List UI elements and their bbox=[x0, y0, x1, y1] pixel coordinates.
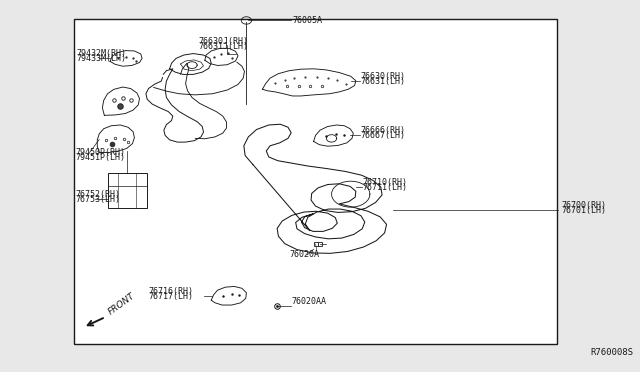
Text: 76700(RH): 76700(RH) bbox=[562, 201, 607, 209]
Text: 76752(RH): 76752(RH) bbox=[76, 190, 120, 199]
Text: 76717(LH): 76717(LH) bbox=[148, 292, 193, 301]
Text: 76630J(RH): 76630J(RH) bbox=[198, 37, 248, 46]
Text: 76667(LH): 76667(LH) bbox=[360, 131, 405, 140]
Text: 76666(RH): 76666(RH) bbox=[360, 126, 405, 135]
Text: 76005A: 76005A bbox=[292, 16, 323, 25]
Bar bbox=[108, 173, 147, 208]
Text: 76020AA: 76020AA bbox=[292, 297, 327, 306]
Bar bbox=[74, 19, 557, 344]
Text: 76711(LH): 76711(LH) bbox=[363, 183, 408, 192]
Text: 79432M(RH): 79432M(RH) bbox=[77, 49, 127, 58]
Text: 79433M(LH): 79433M(LH) bbox=[77, 54, 127, 63]
Text: 76753(LH): 76753(LH) bbox=[76, 195, 120, 204]
Text: 76710(RH): 76710(RH) bbox=[363, 178, 408, 187]
Text: 76020A: 76020A bbox=[289, 250, 319, 259]
Text: 79450P(RH): 79450P(RH) bbox=[76, 148, 125, 157]
Text: 76701(LH): 76701(LH) bbox=[562, 206, 607, 215]
Text: 76631J(LH): 76631J(LH) bbox=[198, 42, 248, 51]
Text: 79451P(LH): 79451P(LH) bbox=[76, 153, 125, 162]
Text: 76630(RH): 76630(RH) bbox=[360, 72, 405, 81]
Text: FRONT: FRONT bbox=[107, 291, 137, 316]
Text: R760008S: R760008S bbox=[591, 348, 634, 357]
Text: 76716(RH): 76716(RH) bbox=[148, 287, 193, 296]
Text: 76631(LH): 76631(LH) bbox=[360, 77, 405, 86]
